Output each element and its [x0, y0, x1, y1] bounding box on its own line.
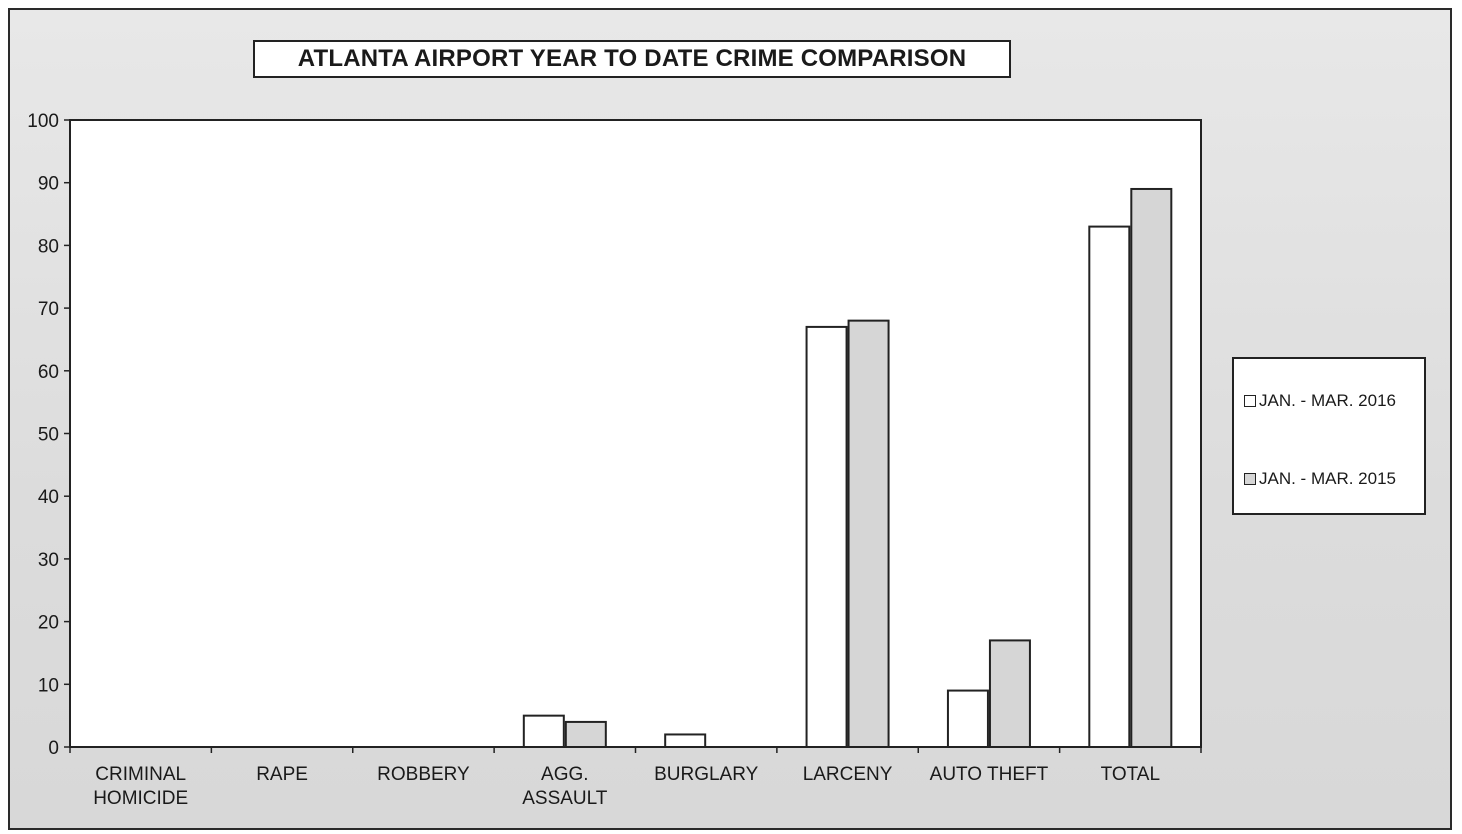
category-label: BURGLARY [654, 764, 759, 785]
category-label: AGG. [541, 764, 589, 785]
y-axis: 0 10 20 30 40 50 60 70 80 90 100 [27, 111, 70, 759]
bar-2016 [664, 733, 707, 749]
y-tick-label: 90 [38, 174, 59, 195]
legend: JAN. - MAR. 2016 JAN. - MAR. 2015 [1232, 357, 1426, 515]
y-tick-label: 10 [38, 675, 59, 696]
category-label: TOTAL [1101, 764, 1160, 785]
legend-label-2015: JAN. - MAR. 2015 [1259, 469, 1396, 488]
y-tick-label: 70 [38, 299, 59, 320]
category-label: CRIMINAL [95, 764, 186, 785]
bar-2016 [805, 325, 848, 748]
x-axis: CRIMINAL HOMICIDE RAPE ROBBERY AGG. ASSAULT BU… [69, 747, 1202, 809]
legend-swatch-2015 [1244, 473, 1256, 485]
plot-area [69, 119, 1202, 748]
bar-2015 [847, 319, 890, 748]
legend-label-2016: JAN. - MAR. 2016 [1259, 391, 1396, 410]
bar-2015 [1130, 187, 1173, 749]
legend-item-2015: JAN. - MAR. 2015 [1244, 469, 1396, 489]
y-tick-label: 80 [38, 236, 59, 257]
y-tick-label: 50 [38, 425, 59, 446]
y-tick-label: 20 [38, 613, 59, 634]
chart-title: ATLANTA AIRPORT YEAR TO DATE CRIME COMPA… [253, 40, 1011, 78]
category-label: AUTO THEFT [930, 764, 1049, 785]
legend-item-2016: JAN. - MAR. 2016 [1244, 391, 1396, 411]
y-tick-label: 30 [38, 550, 59, 571]
category-label: RAPE [256, 764, 308, 785]
bar-2015 [564, 720, 607, 748]
bars-group [522, 187, 1173, 749]
legend-swatch-2016 [1244, 395, 1256, 407]
y-tick-label: 60 [38, 362, 59, 383]
y-tick-label: 0 [48, 738, 59, 759]
y-tick-label: 40 [38, 487, 59, 508]
category-label: HOMICIDE [93, 788, 188, 809]
category-label: LARCENY [803, 764, 893, 785]
category-label: ROBBERY [377, 764, 470, 785]
bar-2016 [522, 714, 565, 749]
bar-2016 [946, 689, 989, 749]
bar-2015 [988, 639, 1031, 748]
category-label: ASSAULT [522, 788, 608, 809]
bar-2016 [1088, 225, 1131, 748]
y-tick-label: 100 [27, 111, 59, 132]
